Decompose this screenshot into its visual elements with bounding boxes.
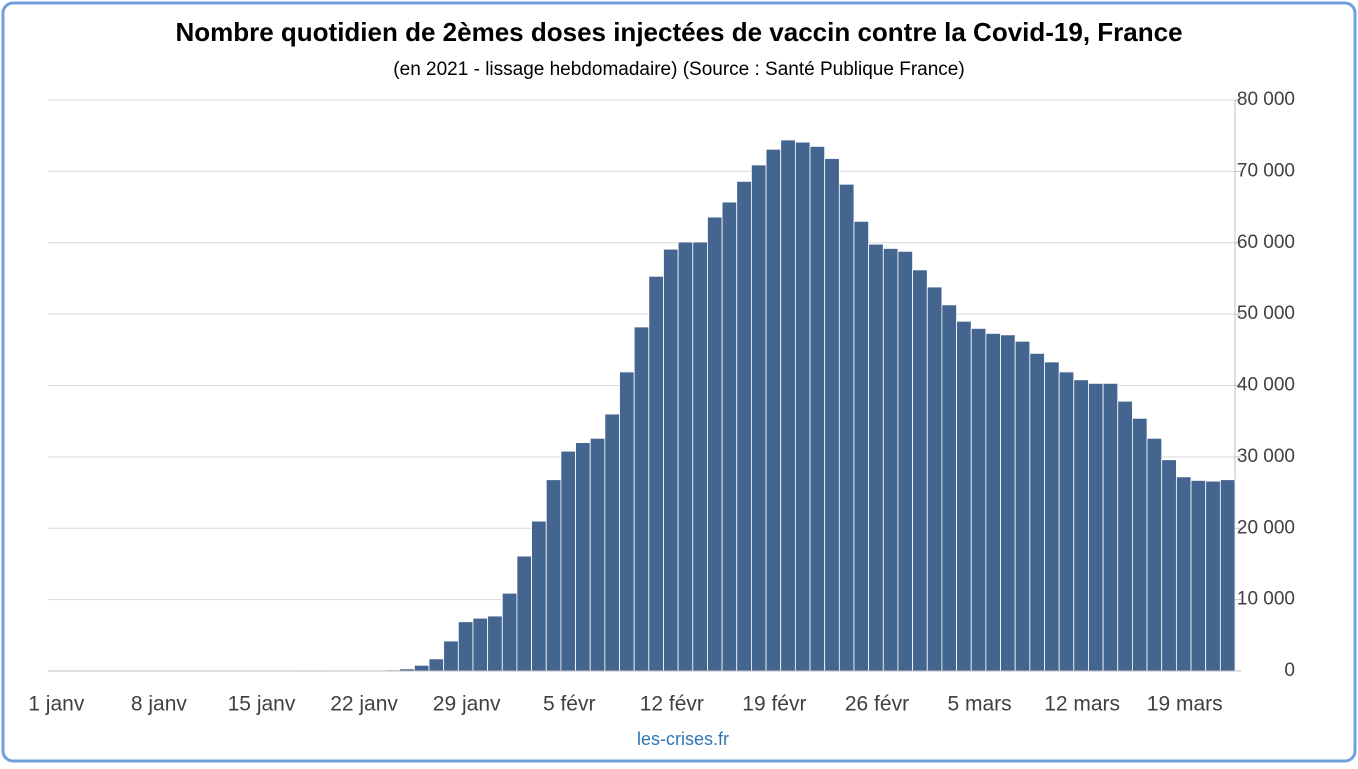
bar (1118, 401, 1133, 671)
chart-title: Nombre quotidien de 2èmes doses injectée… (175, 17, 1182, 47)
bar (1015, 341, 1030, 671)
bar (1074, 380, 1089, 671)
bar (605, 414, 620, 671)
y-tick-label: 40 000 (1237, 375, 1295, 396)
y-tick-label: 60 000 (1237, 232, 1295, 253)
bar (1220, 480, 1235, 671)
bar (634, 327, 649, 671)
bar (590, 438, 605, 671)
bar (649, 276, 664, 671)
bar (1132, 418, 1147, 671)
y-tick-label: 80 000 (1237, 89, 1295, 110)
bar (913, 270, 928, 671)
bar (781, 140, 796, 671)
y-tick-label: 0 (1284, 660, 1295, 681)
source: les-crises.fr (637, 729, 729, 749)
bar (810, 146, 825, 671)
bar (751, 165, 766, 671)
bar (1044, 362, 1059, 671)
bar (737, 181, 752, 671)
bar (766, 149, 781, 671)
bar (444, 641, 459, 671)
y-tick-label: 50 000 (1237, 303, 1295, 324)
x-tick-label: 5 mars (947, 693, 1011, 716)
bar (927, 287, 942, 671)
y-tick-label: 30 000 (1237, 446, 1295, 467)
bar (693, 242, 708, 671)
x-tick-label: 15 janv (228, 693, 296, 716)
bar (1059, 372, 1074, 671)
bar (532, 521, 547, 671)
bar (429, 659, 444, 671)
bar (458, 622, 473, 671)
bar (1103, 383, 1118, 671)
bar (561, 451, 576, 671)
chart-subtitle: (en 2021 - lissage hebdomadaire) (Source… (393, 59, 964, 80)
bar (1147, 438, 1162, 671)
x-tick-label: 5 févr (543, 693, 596, 716)
bar (839, 184, 854, 671)
bar (971, 328, 986, 671)
y-tick-label: 70 000 (1237, 160, 1295, 181)
bar (1088, 383, 1103, 671)
x-tick-label: 12 févr (640, 693, 704, 716)
bar (517, 556, 532, 671)
bar (957, 321, 972, 671)
bar (1206, 481, 1221, 671)
x-tick-label: 19 mars (1147, 693, 1223, 716)
x-tick-label: 19 févr (742, 693, 806, 716)
bar (825, 159, 840, 671)
bar (707, 217, 722, 671)
bar (986, 333, 1001, 671)
bar (576, 443, 591, 671)
bar (854, 221, 869, 671)
bar (414, 665, 429, 671)
bar (883, 248, 898, 671)
bar (1176, 477, 1191, 671)
bar (473, 618, 488, 671)
x-tick-label: 26 févr (845, 693, 909, 716)
bar (502, 593, 517, 671)
bar (1191, 480, 1206, 671)
y-tick-label: 10 000 (1237, 589, 1295, 610)
bar (678, 242, 693, 671)
x-tick-label: 22 janv (330, 693, 398, 716)
bar (1162, 460, 1177, 671)
x-tick-label: 29 janv (433, 693, 501, 716)
x-tick-label: 8 janv (131, 693, 188, 716)
bar (1001, 335, 1016, 671)
bar (1030, 353, 1045, 671)
x-tick-label: 1 janv (28, 693, 85, 716)
bar (795, 142, 810, 671)
y-tick-label: 20 000 (1237, 517, 1295, 538)
bar (898, 251, 913, 671)
x-tick-label: 12 mars (1044, 693, 1120, 716)
bar (722, 202, 737, 671)
bar (620, 372, 635, 671)
bar (663, 249, 678, 671)
bar (488, 616, 503, 671)
bar (869, 244, 884, 671)
bar (546, 480, 561, 671)
bar (942, 305, 957, 671)
